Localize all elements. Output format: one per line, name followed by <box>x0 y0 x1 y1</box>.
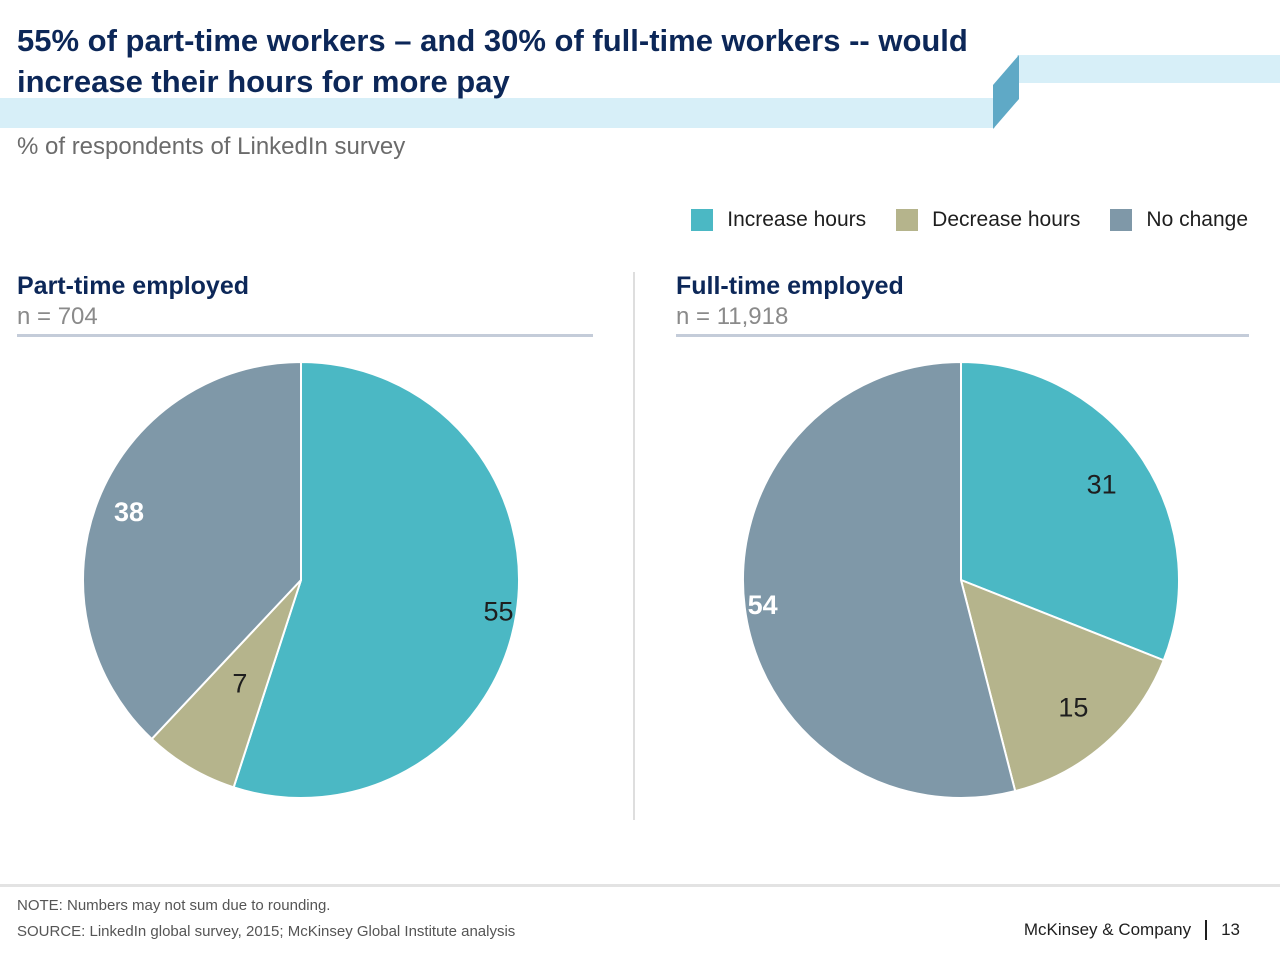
pie-label-part-time-no-change: 38 <box>114 497 144 527</box>
footnote-source: SOURCE: LinkedIn global survey, 2015; Mc… <box>17 923 516 940</box>
legend-swatch-decrease <box>896 209 919 231</box>
panel-title-full-time: Full-time employed <box>676 272 904 300</box>
pie-slice-part-time-no-change <box>82 360 302 741</box>
panel-title-part-time: Part-time employed <box>17 272 250 300</box>
footer-brand: McKinsey & Company 13 <box>1024 920 1240 940</box>
page-number: 13 <box>1221 920 1240 939</box>
legend-label-decrease: Decrease hours <box>932 208 1081 231</box>
brand-name: McKinsey & Company <box>1023 920 1192 939</box>
legend-label-increase: Increase hours <box>727 208 867 231</box>
legend: Increase hours Decrease hours No change <box>691 208 1248 232</box>
panel-header-full-time: Full-time employed n = 11,918 <box>676 270 1249 337</box>
pie-slice-full-time-decrease <box>959 578 1165 793</box>
legend-label-no-change: No change <box>1146 208 1248 231</box>
header-band-right <box>1017 55 1280 83</box>
footer-rule <box>0 884 1280 887</box>
footer-separator <box>1205 920 1208 940</box>
panel-divider <box>633 272 635 820</box>
pie-label-full-time-decrease: 15 <box>1058 693 1088 723</box>
legend-item-increase: Increase hours <box>691 208 866 232</box>
pie-slice-full-time-no-change <box>742 360 1017 799</box>
pie-label-part-time-increase: 55 <box>483 596 513 626</box>
legend-item-no-change: No change <box>1110 208 1248 232</box>
pie-label-full-time-no-change: 54 <box>748 590 778 620</box>
header-band-left <box>0 98 995 128</box>
legend-item-decrease: Decrease hours <box>896 208 1080 232</box>
page-title: 55% of part-time workers – and 30% of fu… <box>17 23 968 99</box>
page-subtitle: % of respondents of LinkedIn survey <box>17 133 406 160</box>
pie-label-part-time-decrease: 7 <box>232 668 247 698</box>
pie-slice-full-time-increase <box>960 360 1180 662</box>
sample-size-full-time: n = 11,918 <box>676 303 789 330</box>
legend-swatch-increase <box>691 209 714 231</box>
pie-label-full-time-increase: 31 <box>1087 469 1117 499</box>
legend-swatch-no-change <box>1110 209 1133 231</box>
pie-slice-part-time-increase <box>232 360 520 799</box>
panel-header-part-time: Part-time employed n = 704 <box>17 270 593 337</box>
header-band-fold <box>993 55 1019 129</box>
sample-size-part-time: n = 704 <box>17 303 98 330</box>
footnote-note: NOTE: Numbers may not sum due to roundin… <box>17 897 331 914</box>
